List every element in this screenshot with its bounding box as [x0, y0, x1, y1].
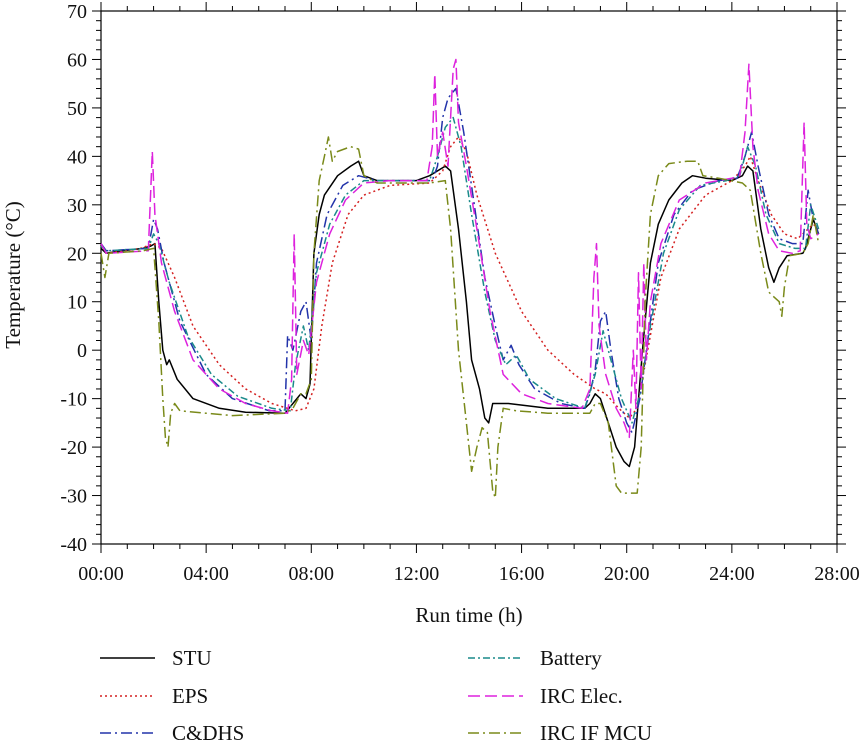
y-tick-label: 60	[67, 49, 87, 71]
legend-label-battery: Battery	[540, 646, 602, 670]
y-tick-label: 30	[67, 195, 87, 217]
x-tick-label: 00:00	[78, 563, 124, 585]
x-axis-title: Run time (h)	[415, 603, 522, 627]
y-tick-label: 20	[67, 243, 87, 265]
plot-border	[100, 10, 838, 545]
x-tick-label: 08:00	[289, 563, 335, 585]
series-line-irc-if-mcu	[100, 136, 820, 499]
x-tick-label: 16:00	[499, 563, 545, 585]
series-line-irc-elec	[100, 58, 819, 439]
y-tick-label: -20	[60, 437, 87, 459]
y-tick-label: 10	[67, 292, 87, 314]
legend-label-c-dhs: C&DHS	[172, 721, 244, 745]
series-line-battery	[100, 116, 820, 424]
y-tick-label: 0	[77, 340, 87, 362]
series-line-c-dhs	[100, 87, 820, 434]
legend-label-irc-if-mcu: IRC IF MCU	[540, 721, 652, 745]
x-tick-label: 12:00	[394, 563, 440, 585]
legend: STU EPS C&DHS Battery IRC Elec. IRC IF MCU	[100, 646, 652, 745]
legend-label-eps: EPS	[172, 684, 208, 708]
x-tick-label: 04:00	[183, 563, 229, 585]
y-tick-label: -30	[60, 486, 87, 508]
legend-label-irc-elec: IRC Elec.	[540, 684, 623, 708]
plot-frame	[100, 10, 838, 545]
x-tick-label: 28:00	[814, 563, 860, 585]
y-tick-label: 50	[67, 98, 87, 120]
x-tick-label: 24:00	[709, 563, 755, 585]
series-line-stu	[100, 160, 820, 468]
y-tick-label: -40	[60, 534, 87, 556]
y-tick-label: 40	[67, 146, 87, 168]
series-layer	[100, 58, 820, 499]
y-tick-label: 70	[67, 1, 87, 23]
y-axis-title: Temperature (°C)	[1, 201, 25, 348]
y-axis: -40 -30 -20 -10 0 10 20 30 40 50 60 70	[60, 1, 846, 556]
x-tick-label: 20:00	[604, 563, 650, 585]
y-tick-label: -10	[60, 389, 87, 411]
legend-label-stu: STU	[172, 646, 212, 670]
x-axis: 00:00 04:00 08:00 12:00 16:00 20:00 24:00 28:00	[78, 2, 860, 585]
